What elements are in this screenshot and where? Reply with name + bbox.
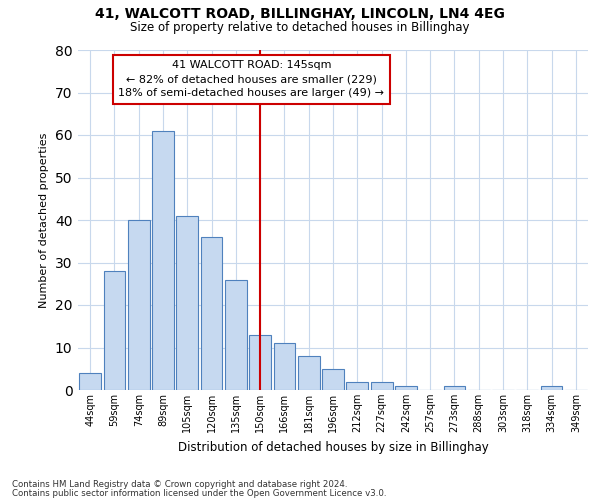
Bar (249, 335, 271, 390)
Y-axis label: Number of detached properties: Number of detached properties (39, 132, 49, 308)
Text: Size of property relative to detached houses in Billinghay: Size of property relative to detached ho… (130, 21, 470, 34)
Bar (395, 386, 417, 390)
X-axis label: Distribution of detached houses by size in Billinghay: Distribution of detached houses by size … (178, 440, 488, 454)
Text: Contains HM Land Registry data © Crown copyright and database right 2024.: Contains HM Land Registry data © Crown c… (12, 480, 347, 489)
Bar (443, 386, 466, 390)
Bar (274, 343, 295, 390)
Text: Contains public sector information licensed under the Open Government Licence v3: Contains public sector information licen… (12, 488, 386, 498)
Bar (322, 369, 344, 390)
Bar (128, 220, 149, 390)
Bar (346, 382, 368, 390)
Bar (541, 386, 562, 390)
Text: 41, WALCOTT ROAD, BILLINGHAY, LINCOLN, LN4 4EG: 41, WALCOTT ROAD, BILLINGHAY, LINCOLN, L… (95, 8, 505, 22)
Bar (176, 216, 198, 390)
Text: 41 WALCOTT ROAD: 145sqm
← 82% of detached houses are smaller (229)
18% of semi-d: 41 WALCOTT ROAD: 145sqm ← 82% of detache… (118, 60, 385, 98)
Bar (371, 382, 392, 390)
Bar (200, 237, 223, 390)
Bar (104, 271, 125, 390)
Bar (79, 373, 101, 390)
Bar (152, 130, 174, 390)
Bar (298, 356, 320, 390)
Bar (225, 280, 247, 390)
